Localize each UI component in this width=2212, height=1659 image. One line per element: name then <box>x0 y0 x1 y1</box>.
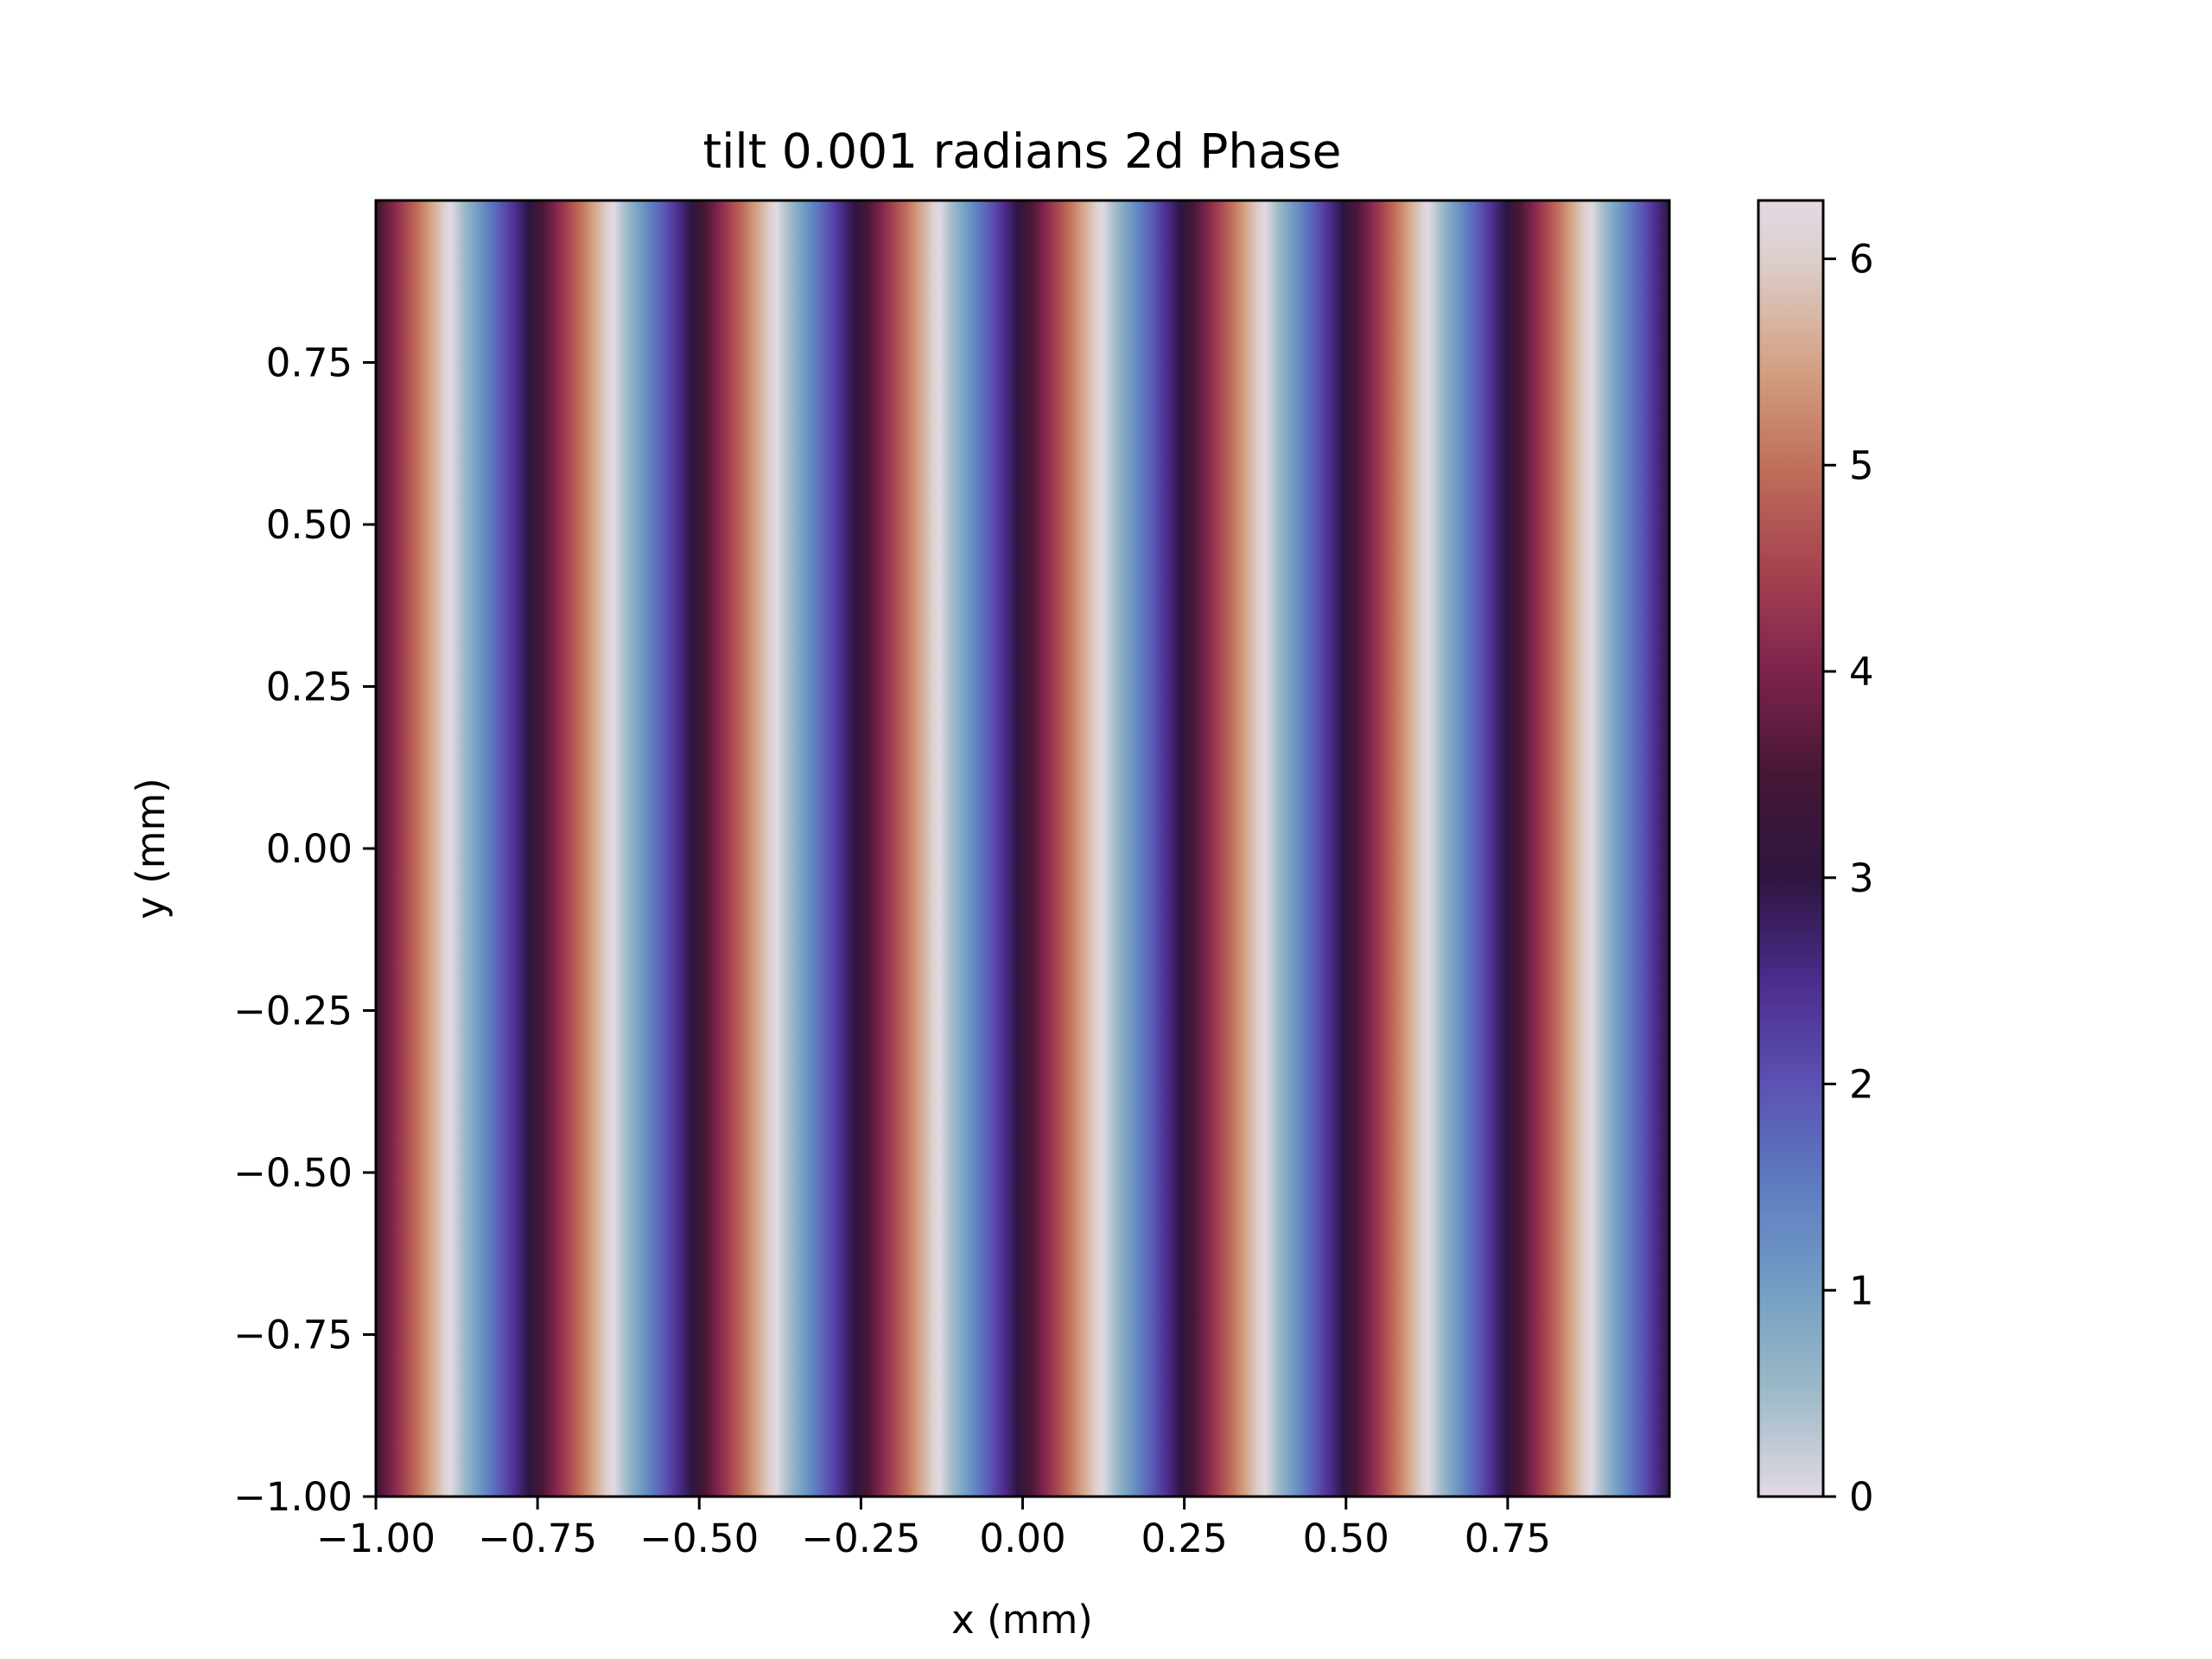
x-axis-ticks: −1.00 −0.75 −0.50 −0.25 0.00 0.25 0.50 0.75 <box>316 1497 1551 1561</box>
y-tick-label: 0.50 <box>266 502 353 548</box>
x-tick-label: 0.25 <box>1141 1516 1228 1561</box>
x-tick-label: 0.50 <box>1303 1516 1389 1561</box>
colorbar-tick-label: 5 <box>1849 442 1874 488</box>
y-tick-label: 0.25 <box>266 664 353 710</box>
colorbar-tick-label: 1 <box>1849 1268 1874 1313</box>
x-tick-label: 0.75 <box>1465 1516 1551 1561</box>
x-axis-label: x (mm) <box>951 1597 1093 1643</box>
y-tick-label: 0.75 <box>266 340 353 386</box>
y-tick-label: 0.00 <box>266 826 353 872</box>
y-tick-label: −0.50 <box>233 1150 353 1196</box>
y-tick-label: −1.00 <box>233 1474 353 1520</box>
colorbar-frame <box>1757 199 1825 1498</box>
phase-heatmap <box>376 200 1669 1497</box>
chart-title: tilt 0.001 radians 2d Phase <box>703 124 1342 179</box>
colorbar <box>1758 200 1823 1497</box>
colorbar-tick-label: 0 <box>1849 1474 1874 1520</box>
x-tick-label: −0.25 <box>801 1516 920 1561</box>
y-axis-label: y (mm) <box>128 778 174 919</box>
y-tick-label: −0.75 <box>233 1313 353 1358</box>
x-tick-label: −1.00 <box>316 1516 435 1561</box>
colorbar-tick-label: 6 <box>1849 237 1874 283</box>
x-tick-label: 0.00 <box>979 1516 1065 1561</box>
colorbar-ticks: 0 1 2 3 4 5 6 <box>1823 237 1874 1520</box>
colorbar-tick-label: 3 <box>1849 855 1874 901</box>
colorbar-tick-label: 4 <box>1849 649 1874 695</box>
x-tick-label: −0.75 <box>478 1516 597 1561</box>
colorbar-tick-label: 2 <box>1849 1062 1874 1108</box>
y-tick-label: −0.25 <box>233 988 353 1034</box>
x-tick-label: −0.50 <box>639 1516 759 1561</box>
y-axis-ticks: −1.00 −0.75 −0.50 −0.25 0.00 0.25 0.50 0.75 <box>233 340 376 1520</box>
